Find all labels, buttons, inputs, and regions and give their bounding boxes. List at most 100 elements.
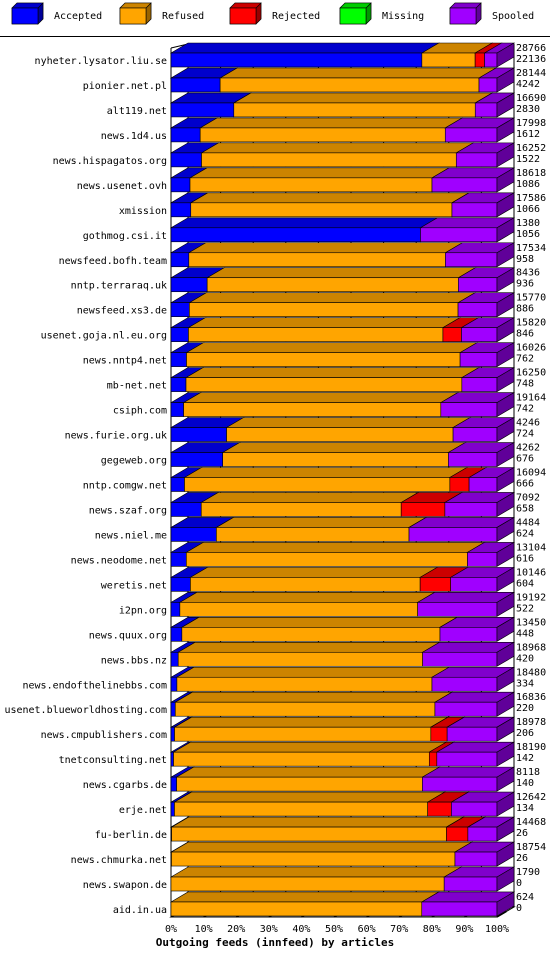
bar-accepted xyxy=(170,402,184,417)
total-label: 17586 xyxy=(516,193,546,204)
bar-spooled-side xyxy=(496,766,515,792)
bar-accepted xyxy=(170,302,190,318)
accepted-label: 724 xyxy=(516,429,534,440)
accepted-label: 658 xyxy=(516,503,534,514)
bar-spooled-side xyxy=(496,441,515,468)
total-label: 16252 xyxy=(516,143,546,154)
category-label: news.usenet.ovh xyxy=(77,181,167,192)
category-label: news.nntp4.net xyxy=(83,356,167,367)
legend-label-refused: Refused xyxy=(162,11,204,22)
category-label: news.cmpublishers.com xyxy=(41,730,167,741)
bar-spooled-side xyxy=(496,816,515,842)
category-label: fu-berlin.de xyxy=(95,830,167,841)
bar-spooled xyxy=(451,801,498,817)
bar-spooled xyxy=(459,352,498,367)
total-label: 16690 xyxy=(516,93,546,104)
x-tick-label: 40% xyxy=(292,924,310,935)
category-label: news.quux.org xyxy=(89,630,167,641)
legend-swatch-front xyxy=(339,7,367,25)
bar-refused xyxy=(176,776,423,792)
bar-refused xyxy=(171,826,447,842)
bar-accepted xyxy=(170,377,187,392)
bar-refused-top xyxy=(180,617,459,628)
bar-spooled-side xyxy=(496,242,515,268)
bar-spooled-side xyxy=(496,142,515,168)
bar-refused-top xyxy=(175,766,441,778)
accepted-label: 142 xyxy=(516,753,534,764)
category-label: news.szaf.org xyxy=(89,505,167,516)
bar-refused xyxy=(190,202,453,218)
legend-swatch-front xyxy=(119,7,147,25)
category-label: news.hispagatos.org xyxy=(53,156,167,167)
bar-accepted xyxy=(170,577,191,592)
legend-swatch-top xyxy=(449,2,482,9)
bar-accepted xyxy=(170,701,176,717)
bar-refused xyxy=(173,751,430,767)
bar-spooled xyxy=(467,826,498,842)
accepted-label: 140 xyxy=(516,778,534,789)
bar-spooled-side xyxy=(496,317,515,343)
bar-spooled-side xyxy=(496,292,515,318)
bar-spooled-side xyxy=(496,866,515,892)
accepted-label: 604 xyxy=(516,578,534,589)
bar-refused-top xyxy=(188,292,477,304)
total-label: 15820 xyxy=(516,318,546,329)
bar-rejected xyxy=(430,726,448,742)
bar-refused-top xyxy=(177,641,441,653)
legend-item-rejected: Rejected xyxy=(229,2,320,25)
bar-spooled-side xyxy=(496,67,515,93)
accepted-label: 26 xyxy=(516,853,528,864)
accepted-label: 448 xyxy=(516,628,534,639)
category-label: news.neodome.net xyxy=(71,555,167,566)
bar-refused-top xyxy=(188,167,451,179)
legend-swatch-top xyxy=(229,2,262,9)
accepted-label: 1066 xyxy=(516,204,540,215)
bar-accepted xyxy=(170,676,178,692)
bar-spooled xyxy=(420,227,498,243)
legend-swatch-top xyxy=(339,2,372,9)
bar-spooled-side xyxy=(496,167,515,193)
total-label: 13104 xyxy=(516,542,546,553)
legend-label-rejected: Rejected xyxy=(272,11,320,22)
bar-spooled xyxy=(440,402,498,417)
bar-spooled xyxy=(417,602,498,617)
category-label: tnetconsulting.net xyxy=(59,755,167,766)
bar-refused-top xyxy=(189,192,471,204)
total-label: 18968 xyxy=(516,642,546,653)
bar-accepted xyxy=(170,527,217,542)
bar-spooled-top xyxy=(407,517,516,528)
bar-refused-top xyxy=(200,492,420,503)
accepted-label: 742 xyxy=(516,404,534,415)
bar-spooled xyxy=(436,751,498,767)
bar-refused xyxy=(170,901,423,917)
legend-swatch-front xyxy=(229,7,257,25)
x-tick xyxy=(496,910,507,918)
total-label: 15770 xyxy=(516,293,546,304)
bar-spooled-side xyxy=(496,466,515,493)
bar-spooled xyxy=(443,876,498,892)
bar-spooled xyxy=(408,527,498,542)
bar-spooled-side xyxy=(496,192,515,218)
bar-refused xyxy=(200,502,402,517)
bar-spooled xyxy=(455,152,498,168)
total-label: 18190 xyxy=(516,742,546,753)
bar-refused-top xyxy=(215,517,428,528)
bar-accepted xyxy=(170,177,191,193)
bar-accepted xyxy=(170,227,421,243)
bar-spooled-side xyxy=(496,342,515,368)
bar-spooled-side xyxy=(496,117,515,143)
bar-spooled xyxy=(439,627,498,642)
bar-refused xyxy=(199,127,446,143)
bar-refused-top xyxy=(199,117,464,129)
bar-spooled xyxy=(444,127,498,143)
category-label: gegeweb.org xyxy=(101,456,167,467)
accepted-label: 676 xyxy=(516,454,534,465)
bar-spooled-side xyxy=(496,42,515,68)
